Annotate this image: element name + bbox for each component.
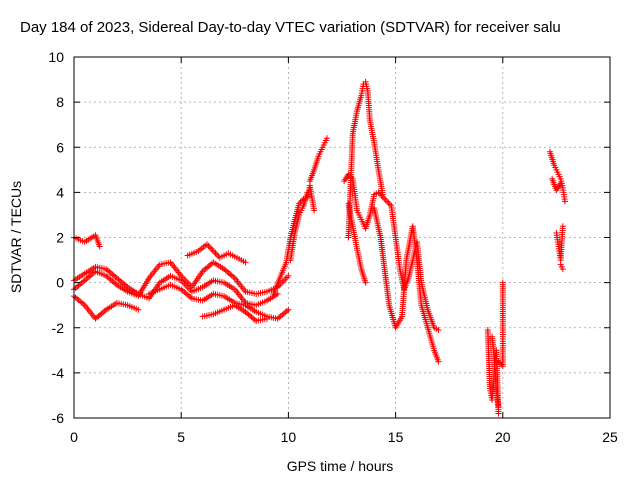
- y-tick-label: -4: [52, 365, 65, 381]
- data-point: [212, 250, 219, 257]
- series-Q: [495, 279, 506, 370]
- x-tick-label: 10: [281, 429, 297, 445]
- series-D: [71, 293, 142, 322]
- data-point: [561, 198, 568, 205]
- y-tick-label: 6: [56, 139, 64, 155]
- series-U: [557, 261, 566, 273]
- x-tick-label: 15: [388, 429, 404, 445]
- data-point: [285, 272, 292, 279]
- series-L: [345, 78, 386, 241]
- series-M: [345, 200, 369, 286]
- series-P: [489, 333, 502, 410]
- chart-title: Day 184 of 2023, Sidereal Day-to-day VTE…: [20, 19, 561, 36]
- y-tick-label: 0: [56, 275, 64, 291]
- data-point: [379, 191, 386, 198]
- series-A: [71, 232, 103, 250]
- data-points: [71, 78, 568, 417]
- y-tick-label: -6: [52, 410, 65, 426]
- y-tick-label: 2: [56, 230, 64, 246]
- series-C: [71, 263, 281, 309]
- x-tick-label: 20: [495, 429, 511, 445]
- series-S: [549, 175, 564, 194]
- data-point: [285, 306, 292, 313]
- data-point: [381, 195, 388, 202]
- data-point: [362, 279, 369, 286]
- data-point: [311, 207, 318, 214]
- data-point: [96, 243, 103, 250]
- y-tick-label: 10: [48, 49, 64, 65]
- x-tick-label: 5: [177, 429, 185, 445]
- series-N: [371, 205, 442, 365]
- data-point: [208, 245, 215, 252]
- data-point: [385, 199, 392, 206]
- data-point: [499, 279, 506, 286]
- data-point: [559, 266, 566, 273]
- grid: [74, 57, 610, 418]
- data-point: [435, 327, 442, 334]
- series-G: [199, 302, 270, 324]
- data-point: [384, 198, 391, 205]
- data-point: [242, 259, 249, 266]
- series-I: [287, 189, 311, 264]
- data-point: [304, 189, 311, 196]
- y-axis-label: SDTVAR / TECUs: [8, 181, 24, 293]
- data-point: [557, 180, 564, 187]
- data-point: [211, 248, 218, 255]
- data-point: [495, 410, 502, 417]
- data-point: [435, 358, 442, 365]
- series-R: [546, 148, 568, 205]
- x-axis-label: GPS time / hours: [287, 458, 394, 474]
- axis-ticks: 0 5 10 15 20 25 -6 -4 -2 0 2 4 6 8 10: [48, 49, 618, 445]
- series-T: [553, 223, 566, 264]
- data-point: [495, 403, 502, 410]
- data-point: [323, 135, 330, 142]
- data-point: [263, 315, 270, 322]
- data-point: [205, 242, 212, 249]
- x-tick-label: 25: [602, 429, 618, 445]
- data-point: [382, 196, 389, 203]
- data-point: [559, 223, 566, 230]
- x-tick-label: 0: [70, 429, 78, 445]
- y-tick-label: 4: [56, 184, 64, 200]
- data-point: [135, 306, 142, 313]
- y-tick-label: 8: [56, 94, 64, 110]
- y-tick-label: -2: [52, 320, 65, 336]
- data-point: [209, 247, 216, 254]
- series-F: [184, 241, 249, 266]
- series-J: [306, 135, 330, 185]
